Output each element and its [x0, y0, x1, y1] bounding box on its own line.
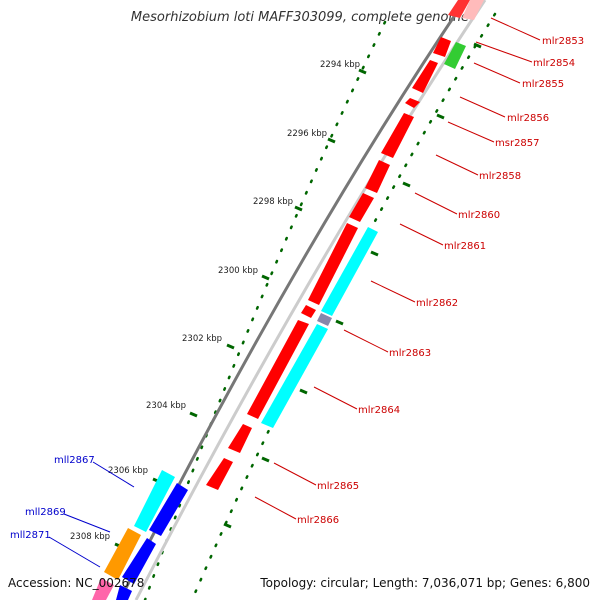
gene-label[interactable]: mlr2861 — [444, 241, 486, 252]
gene-label[interactable]: mlr2862 — [416, 298, 458, 309]
gene-label[interactable]: mlr2854 — [533, 58, 575, 69]
gene-mlr2862 — [301, 305, 316, 318]
gene-label[interactable]: msr2857 — [495, 138, 540, 149]
inner-ticks — [224, 44, 481, 527]
gene-label[interactable]: mlr2853 — [542, 36, 584, 47]
gene-mlr2856 — [405, 98, 420, 108]
tick-label: 2304 kbp — [146, 401, 186, 411]
accession-text: Accession: NC_002678 — [8, 576, 144, 590]
gene-label[interactable]: mlr2864 — [358, 405, 400, 416]
gene-label[interactable]: mlr2856 — [507, 113, 549, 124]
gene-label[interactable]: mlr2858 — [479, 171, 521, 182]
gene-label[interactable]: mlr2865 — [317, 481, 359, 492]
gene-label[interactable]: mlr2860 — [458, 210, 500, 221]
tick-label: 2308 kbp — [70, 532, 110, 542]
gene-label[interactable]: mll2867 — [54, 455, 95, 466]
gene-label[interactable]: mlr2855 — [522, 79, 564, 90]
tick-label: 2294 kbp — [320, 60, 360, 70]
tick-label: 2302 kbp — [182, 334, 222, 344]
tick-label: 2296 kbp — [287, 129, 327, 139]
gene-label[interactable]: mlr2866 — [297, 515, 339, 526]
gene-label[interactable]: mll2871 — [10, 530, 51, 541]
genome-summary-text: Topology: circular; Length: 7,036,071 bp… — [260, 576, 590, 590]
gene-mlr2858b — [365, 160, 390, 193]
gene-label[interactable]: mlr2863 — [389, 348, 431, 359]
gene-mlr2865 — [228, 424, 252, 453]
tick-label: 2298 kbp — [253, 197, 293, 207]
tick-label: 2300 kbp — [218, 266, 258, 276]
gene-label[interactable]: mll2869 — [25, 507, 66, 518]
